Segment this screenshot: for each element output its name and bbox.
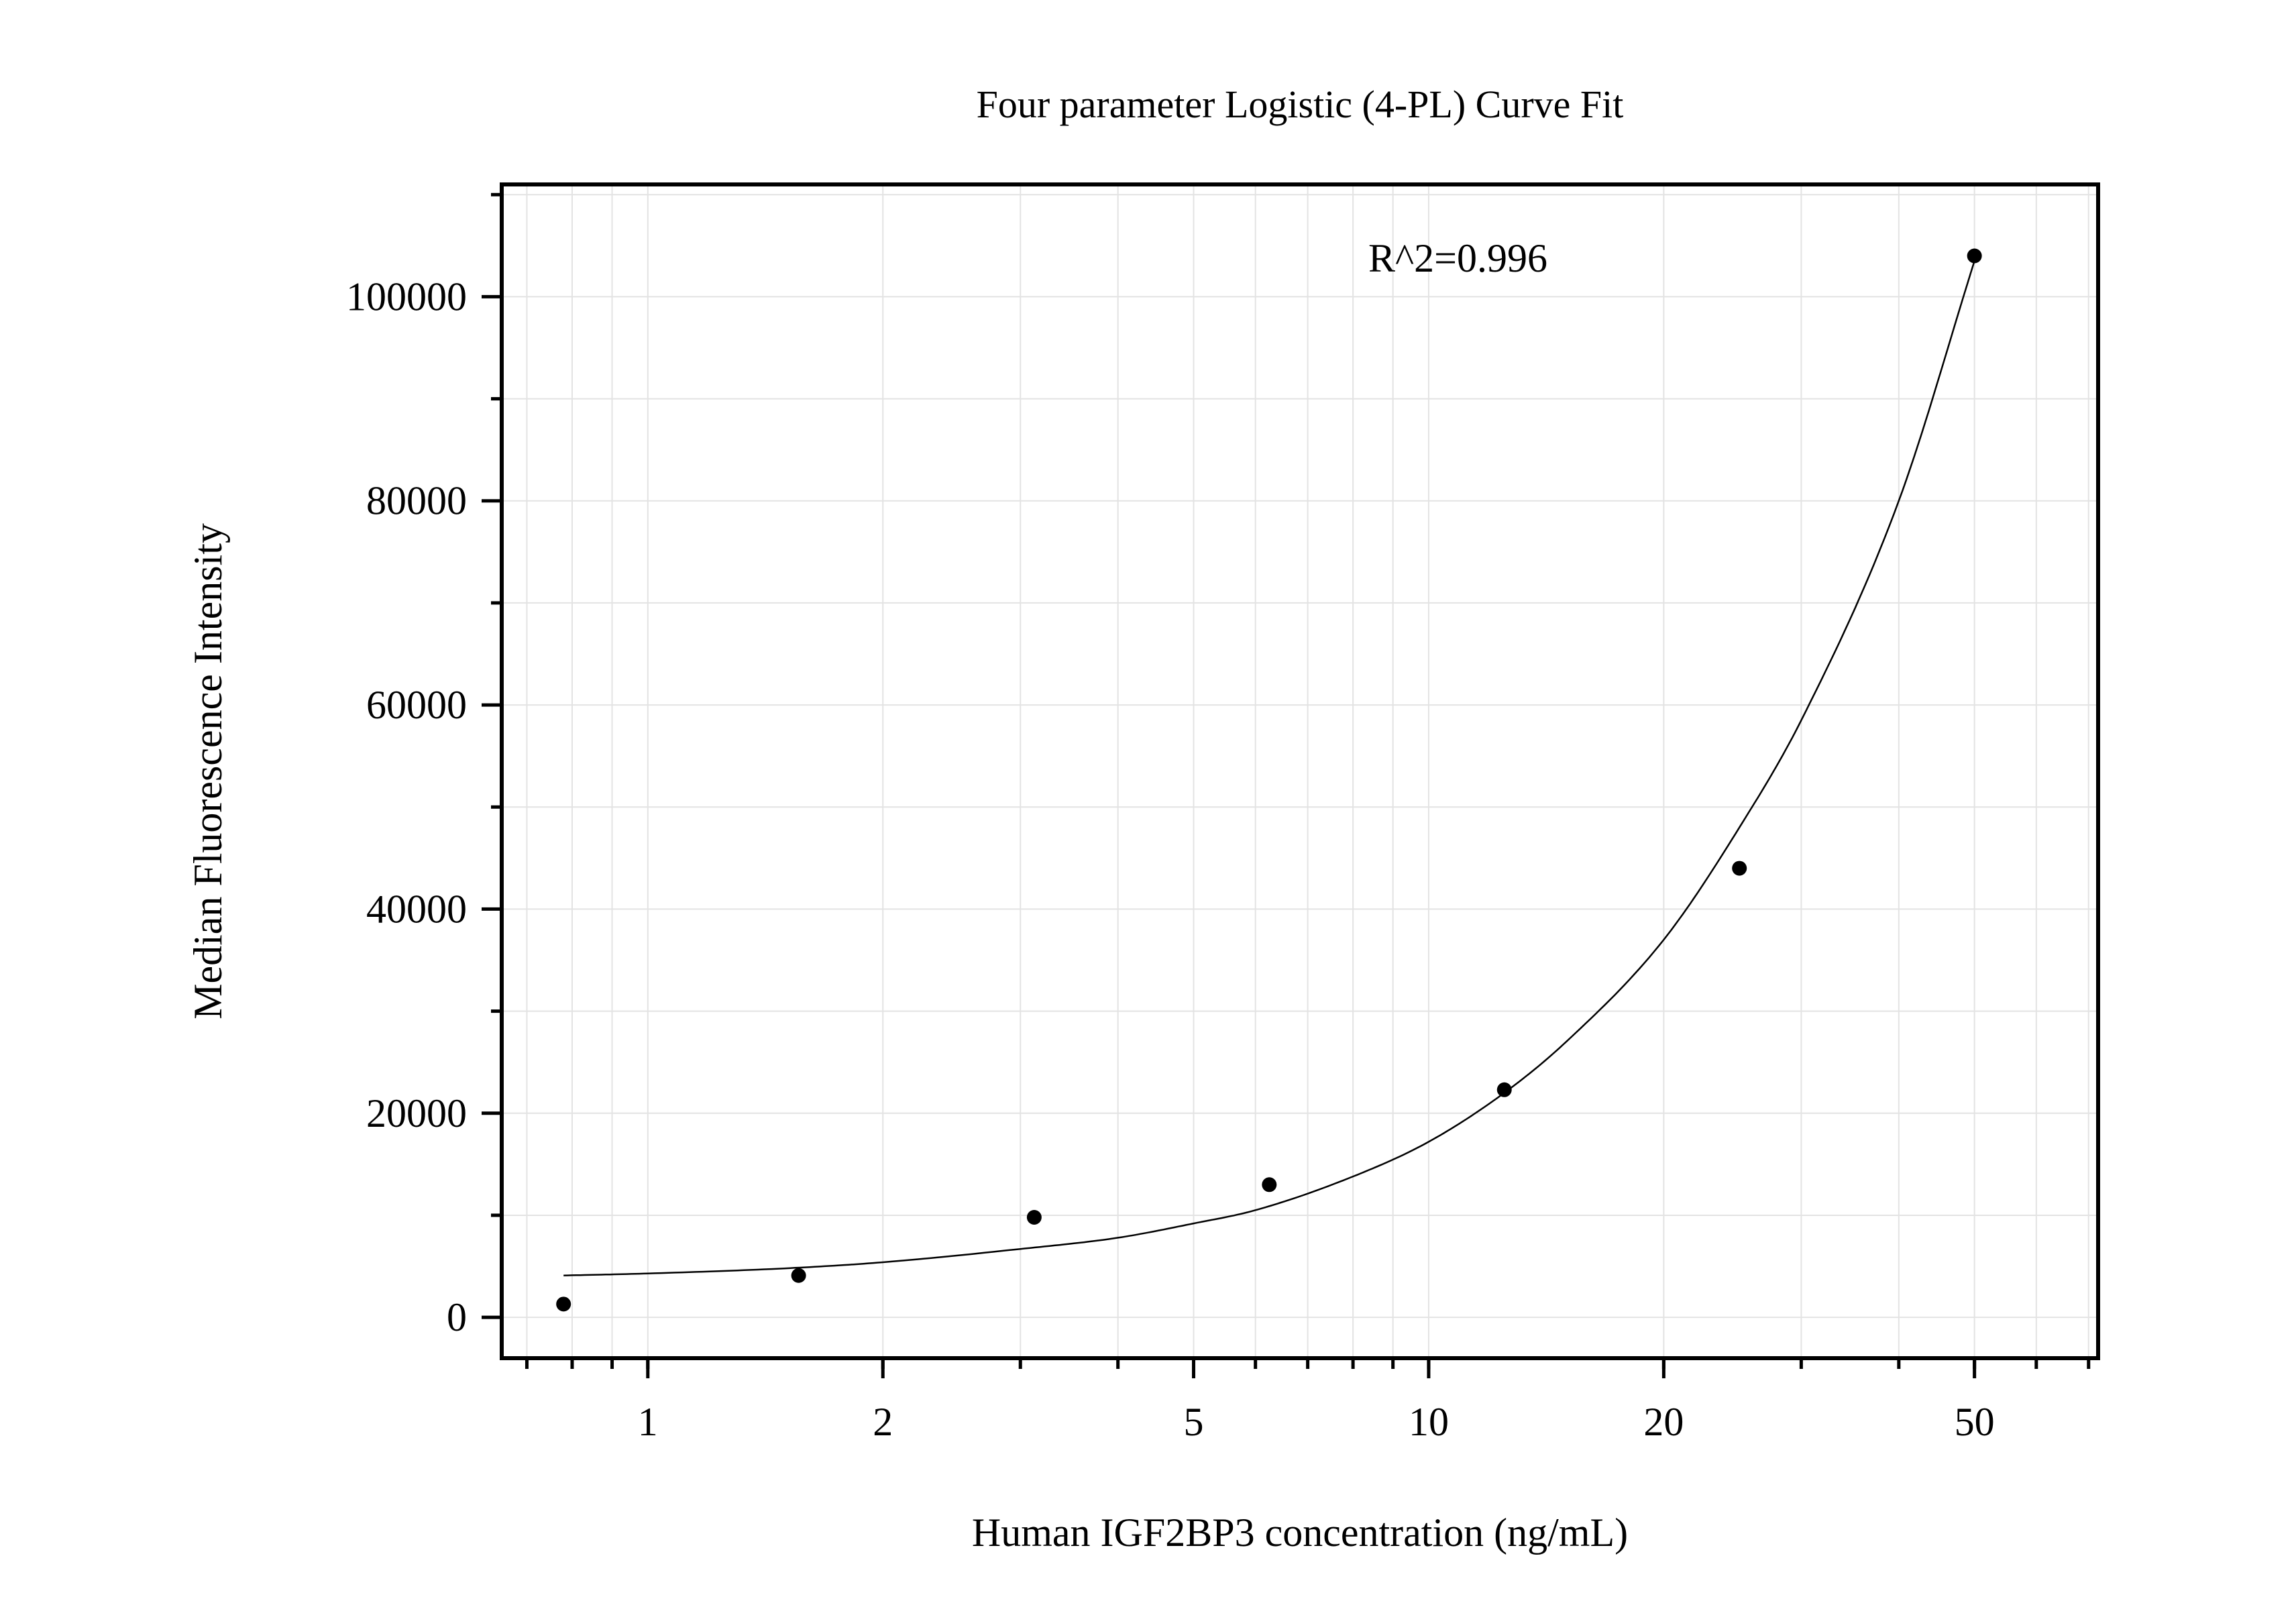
y-tick-label: 40000: [366, 887, 467, 931]
plot-frame: [500, 182, 2100, 1360]
grid: [502, 184, 2098, 1358]
data-point: [1967, 248, 1982, 264]
fit-curve-layer: [563, 260, 1975, 1276]
data-point: [1496, 1082, 1512, 1097]
x-tick-label: 20: [1643, 1400, 1684, 1444]
y-tick-label: 20000: [366, 1091, 467, 1135]
y-axis-label: Median Fluorescence Intensity: [186, 523, 230, 1019]
x-axis-label: Human IGF2BP3 concentration (ng/mL): [972, 1510, 1628, 1555]
x-tick-label: 50: [1955, 1400, 1995, 1444]
data-point: [556, 1296, 571, 1312]
data-points: [556, 248, 1982, 1312]
data-point: [1732, 861, 1747, 876]
y-tick-label: 0: [447, 1295, 467, 1339]
y-tick-label: 60000: [366, 683, 467, 727]
x-tick-label: 1: [638, 1400, 658, 1444]
x-tick-label: 5: [1183, 1400, 1203, 1444]
y-tick-label: 100000: [346, 274, 467, 319]
data-point: [1262, 1177, 1277, 1193]
tick-labels: 1 2 5 10 20 50 0 20000 40000 60000 80000 100000: [346, 274, 1995, 1444]
data-point: [1026, 1210, 1042, 1225]
fit-curve: [563, 260, 1975, 1276]
x-tick-label: 10: [1409, 1400, 1449, 1444]
chart-title: Four parameter Logistic (4-PL) Curve Fit: [977, 82, 1624, 126]
y-tick-label: 80000: [366, 479, 467, 523]
x-tick-label: 2: [873, 1400, 893, 1444]
axis-ticks: [482, 192, 2091, 1378]
r-squared-annotation: R^2=0.996: [1368, 236, 1547, 280]
data-point: [791, 1268, 806, 1283]
